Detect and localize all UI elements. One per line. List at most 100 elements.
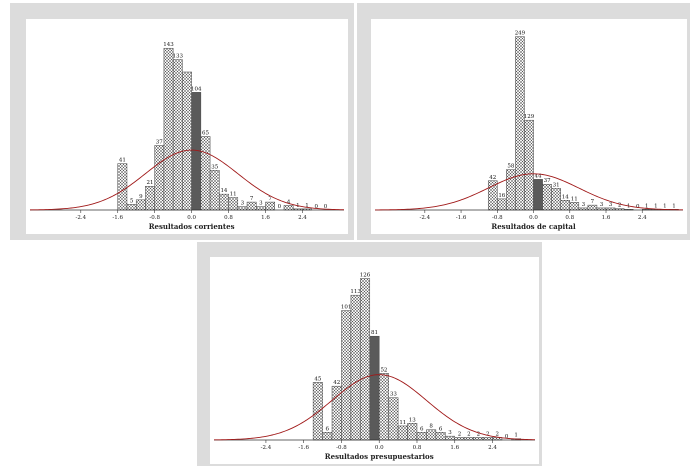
plot-area: 45 6 42 101 113 126 81 52 33 11 13 6 8 6 3 2 2 2 2 2 0 1 -2.4-… (210, 257, 539, 464)
x-tick-label: -2.4 (420, 215, 431, 221)
bar-data-label: 129 (524, 114, 535, 120)
histogram-bar (407, 423, 418, 441)
histogram-bar (341, 310, 352, 441)
histogram-bar (200, 136, 211, 211)
bar-data-label: 8 (429, 424, 433, 430)
histogram-bar (360, 278, 371, 441)
histogram-bar (487, 180, 498, 211)
bar-data-label: 133 (173, 54, 184, 60)
bar-data-label: 2 (618, 203, 622, 209)
bar-data-label: 126 (360, 273, 371, 279)
bar-data-label: 7 (250, 196, 254, 202)
bar-data-label: 4 (287, 199, 291, 205)
histogram-bar (542, 183, 552, 211)
bar-data-label: 7 (268, 196, 272, 202)
x-tick-label: -1.6 (298, 445, 309, 451)
bar-data-label: 16 (498, 193, 505, 199)
histogram-bar (426, 429, 437, 441)
panel-resultados-presupuestarios: 45 6 42 101 113 126 81 52 33 11 13 6 8 6 3 2 2 2 2 2 0 1 -2.4-… (197, 242, 542, 466)
histogram-bar (237, 206, 248, 211)
histogram-bar (312, 382, 323, 441)
histogram-bar (497, 198, 507, 211)
histogram-bar (228, 197, 239, 211)
histogram-bar (256, 206, 266, 211)
x-tick-label: 0.0 (187, 215, 196, 221)
histogram-bar (154, 145, 165, 211)
histogram-bar (560, 200, 571, 211)
histogram-bar (388, 397, 399, 441)
bar-data-label: 2 (458, 431, 462, 437)
bar-data-label: 31 (553, 182, 560, 188)
x-tick-label: -2.4 (75, 215, 86, 221)
histogram-bar (397, 425, 408, 441)
x-axis-title: Resultados presupuestarios (325, 452, 434, 461)
panel-resultados-capital: 42 16 58 249 129 44 37 31 14 11 3 7 3 3 2 1 0 1 1 1 1 -2.4 -1.… (357, 3, 690, 240)
bar-data-label: 14 (562, 194, 569, 200)
x-tick-label: 0.8 (224, 215, 233, 221)
normal-curve (29, 149, 345, 211)
histogram-bar (283, 205, 294, 211)
histogram-bar (322, 432, 333, 441)
histogram-bar (172, 59, 183, 211)
bar-data-label: 11 (230, 192, 237, 198)
x-axis-title: Resultados corrientes (149, 222, 235, 231)
histogram-bar (117, 163, 128, 211)
x-tick-label: 0.0 (375, 445, 384, 451)
bar-data-label: 1 (645, 203, 649, 209)
bar-data-label: 3 (241, 201, 245, 207)
x-tick-label: -1.6 (112, 215, 123, 221)
bar-data-label: 1 (514, 433, 518, 439)
bar-data-label: 3 (582, 202, 586, 208)
x-tick-label: 1.6 (602, 215, 611, 221)
histogram-bar (515, 36, 525, 211)
bar-data-label: 37 (544, 178, 551, 184)
histogram-bar (163, 47, 174, 211)
bar-data-label: 0 (636, 204, 640, 210)
x-tick-label: 2.4 (488, 445, 497, 451)
x-tick-label: 2.4 (638, 215, 647, 221)
x-tick-label: 0.8 (413, 445, 422, 451)
x-tick-label: -0.8 (149, 215, 160, 221)
plot-area: 42 16 58 249 129 44 37 31 14 11 3 7 3 3 2 1 0 1 1 1 1 -2.4 -1.… (371, 19, 687, 234)
x-tick-label: 0.8 (565, 215, 574, 221)
histogram-bar (246, 201, 257, 211)
histogram-bar (524, 119, 534, 211)
histogram-bar (126, 204, 137, 211)
histogram-bar (209, 170, 220, 211)
bar-data-label: 42 (333, 380, 340, 386)
histogram-bar (416, 432, 427, 441)
normal-curve (374, 173, 684, 211)
bar-data-label: 42 (489, 175, 496, 181)
bar-data-label: 113 (350, 289, 361, 295)
normal-curve (213, 374, 536, 441)
bar-data-label: 65 (202, 130, 209, 136)
bar-data-label: 143 (163, 42, 174, 48)
bar-data-label: 1 (305, 203, 309, 209)
histogram-bar (265, 201, 275, 211)
histogram-bar (463, 437, 474, 441)
bar-data-label: 101 (341, 305, 352, 311)
bar-data-label: 3 (448, 430, 452, 436)
bar-data-label: 5 (130, 198, 134, 204)
bar-data-label: 11 (571, 196, 578, 202)
x-tick-label: -0.8 (336, 445, 347, 451)
bar-data-label: 7 (591, 199, 595, 205)
bar-data-label: 6 (420, 426, 424, 432)
bar-data-label: 3 (259, 201, 263, 207)
bar-data-label: 1 (654, 203, 658, 209)
bar-data-label: 81 (371, 330, 378, 336)
bar-data-label: 9 (139, 194, 143, 200)
bar-data-label: 6 (439, 426, 443, 432)
x-tick-label: 1.6 (450, 445, 459, 451)
bar-data-label: 249 (515, 31, 526, 37)
histogram-bar (533, 179, 543, 211)
bar-data-label: 0 (505, 434, 509, 440)
histogram-bar (350, 294, 361, 441)
bar-data-label: 6 (326, 426, 330, 432)
bar-data-label: 41 (119, 158, 126, 164)
bar-data-label: 45 (314, 376, 321, 382)
histogram-bar (145, 185, 155, 211)
